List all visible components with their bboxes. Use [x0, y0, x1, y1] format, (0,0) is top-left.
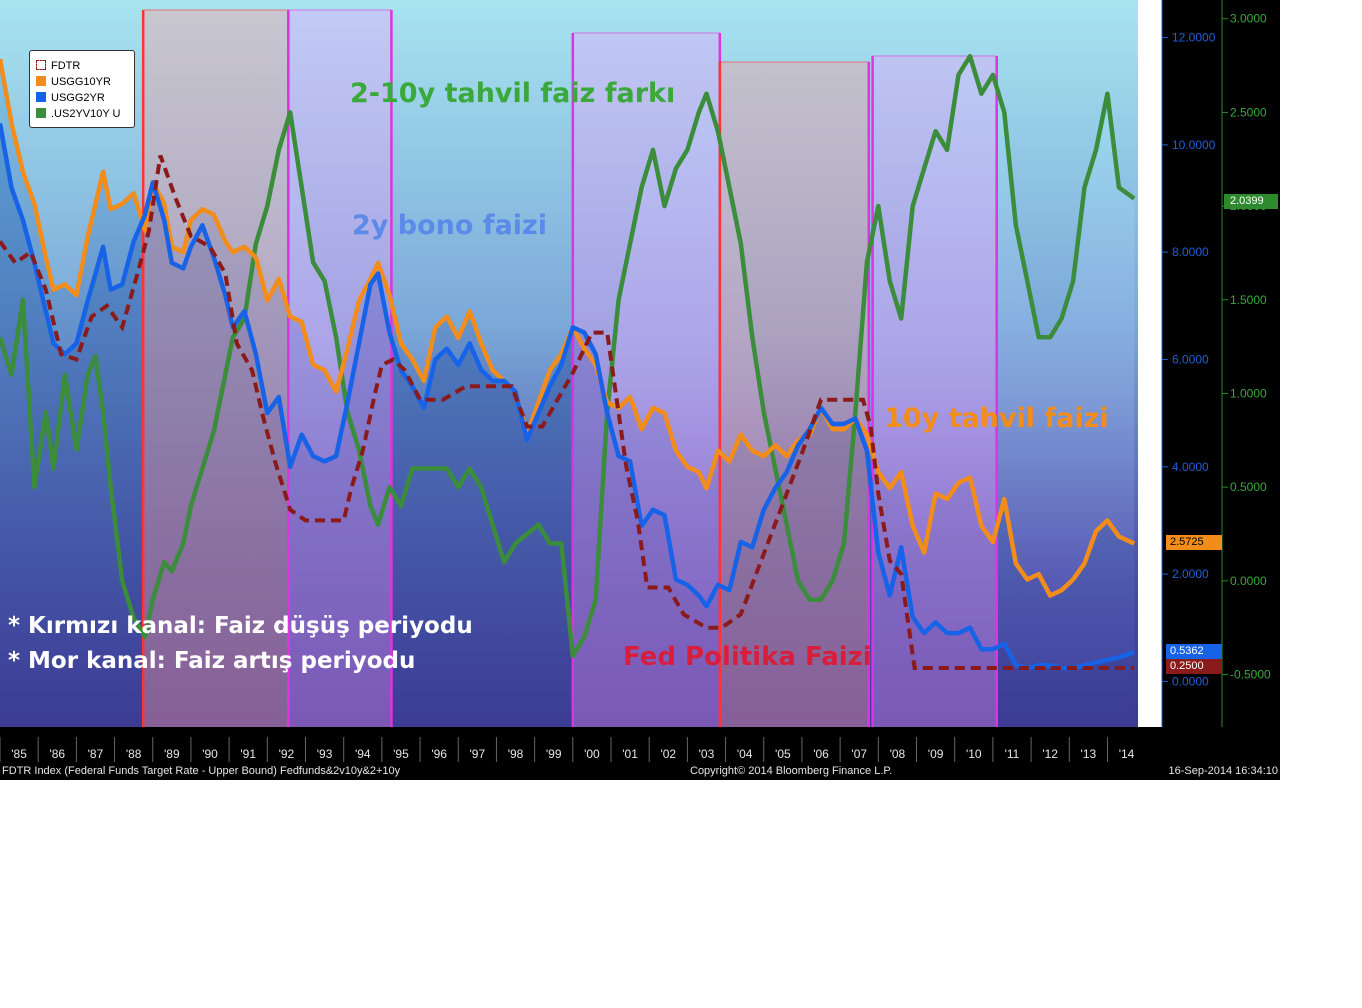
x-tick-label-20: '05 [775, 747, 791, 761]
y-right-tick-label-4: 1.5000 [1230, 293, 1267, 307]
footer-source: FDTR Index (Federal Funds Target Rate - … [2, 765, 401, 777]
x-tick-label-28: '13 [1081, 747, 1097, 761]
y-right-tick-label-6: 2.5000 [1230, 105, 1267, 119]
annotation-ten-year: 10y tahvil faizi [884, 403, 1109, 434]
series-line-usgg2yr [0, 123, 1135, 671]
x-tick-label-5: '90 [202, 747, 218, 761]
x-tick-label-10: '95 [393, 747, 409, 761]
series-line-spread [0, 53, 1136, 659]
channel-purple-2 [572, 33, 720, 727]
channel-red-3 [719, 62, 869, 727]
right-axis-panel [1162, 0, 1280, 762]
x-axis-panel [0, 727, 1162, 762]
footer-bar: FDTR Index (Federal Funds Target Rate - … [0, 762, 1280, 780]
note-purple-channel: * Mor kanal: Faiz artış periyodu [8, 648, 416, 674]
footer-copyright: Copyright© 2014 Bloomberg Finance L.P. [690, 765, 893, 777]
badge-last-spread: 2.0399 [1224, 194, 1278, 209]
legend-label-fdtr: FDTR [51, 60, 81, 72]
x-tick-label-17: '02 [660, 747, 676, 761]
x-tick-label-2: '87 [88, 747, 104, 761]
series-line-usgg10yr [0, 58, 1136, 598]
y-left-tick-label-3: 6.0000 [1172, 352, 1209, 366]
y-right-tick-label-7: 3.0000 [1230, 12, 1267, 26]
series-line-fdtr [0, 154, 1135, 670]
chart-svg: 0.0000 2.0000 4.0000 6.0000 8.0000 10.0000 12.… [0, 0, 1280, 762]
area-usgg2yr [0, 123, 1135, 727]
x-tick-label-7: '92 [279, 747, 295, 761]
channel-red-0 [143, 10, 289, 727]
x-tick-label-0: '85 [11, 747, 27, 761]
x-tick-label-12: '97 [470, 747, 486, 761]
y-left-tick-label-1: 2.0000 [1172, 567, 1209, 581]
legend-swatch-usgg2yr [36, 92, 46, 102]
legend-item-us2yv10y: .US2YV10Y U [36, 107, 121, 121]
legend-label-usgg2yr: USGG2YR [51, 92, 105, 104]
x-tick-label-1: '86 [49, 747, 65, 761]
legend-item-usgg10yr: USGG10YR [36, 75, 111, 89]
legend-label-us2yv10y: .US2YV10Y U [51, 108, 121, 120]
x-tick-label-22: '07 [851, 747, 867, 761]
x-tick-label-23: '08 [890, 747, 906, 761]
legend-item-usgg2yr: USGG2YR [36, 91, 105, 105]
y-left-tick-label-5: 10.0000 [1172, 138, 1216, 152]
x-tick-label-11: '96 [431, 747, 447, 761]
x-tick-label-29: '14 [1119, 747, 1135, 761]
x-tick-label-16: '01 [622, 747, 638, 761]
annotation-two-year: 2y bono faizi [352, 210, 548, 241]
y-right-tick-label-3: 1.0000 [1230, 386, 1267, 400]
legend-swatch-fdtr [36, 60, 46, 70]
x-tick-label-24: '09 [928, 747, 944, 761]
x-tick-label-25: '10 [966, 747, 982, 761]
channel-purple-4 [872, 56, 997, 727]
annotation-spread: 2-10y tahvil faiz farkı [350, 78, 676, 109]
x-tick-label-8: '93 [317, 747, 333, 761]
chart-window: 0.0000 2.0000 4.0000 6.0000 8.0000 10.0000 12.… [0, 0, 1280, 780]
note-red-channel: * Kırmızı kanal: Faiz düşüş periyodu [8, 613, 473, 639]
y-right-tick-label-1: 0.0000 [1230, 574, 1267, 588]
y-right-tick-label-0: -0.5000 [1230, 668, 1271, 682]
legend-label-usgg10yr: USGG10YR [51, 76, 111, 88]
legend-swatch-usgg10yr [36, 76, 46, 86]
legend: FDTR USGG10YR USGG2YR .US2YV10Y U [29, 50, 135, 128]
x-tick-label-4: '89 [164, 747, 180, 761]
legend-item-fdtr: FDTR [36, 59, 80, 73]
badge-last-fed: 0.2500 [1166, 659, 1222, 674]
badge-last-ten-year: 2.5725 [1166, 535, 1222, 550]
x-tick-label-27: '12 [1042, 747, 1058, 761]
x-tick-label-3: '88 [126, 747, 142, 761]
x-tick-label-19: '04 [737, 747, 753, 761]
y-right-tick-label-2: 0.5000 [1230, 480, 1267, 494]
badge-last-two-year: 0.5362 [1166, 644, 1222, 659]
x-tick-label-21: '06 [813, 747, 829, 761]
y-left-tick-label-6: 12.0000 [1172, 31, 1216, 45]
footer-timestamp: 16-Sep-2014 16:34:10 [1168, 765, 1278, 777]
x-tick-label-26: '11 [1005, 747, 1020, 761]
annotation-fed: Fed Politika Faizi [623, 642, 872, 672]
x-tick-label-14: '99 [546, 747, 562, 761]
legend-swatch-us2yv10y [36, 108, 46, 118]
x-tick-label-18: '03 [699, 747, 715, 761]
x-tick-label-13: '98 [508, 747, 524, 761]
x-tick-label-9: '94 [355, 747, 371, 761]
y-left-tick-label-4: 8.0000 [1172, 245, 1209, 259]
x-tick-label-6: '91 [240, 747, 256, 761]
x-tick-label-15: '00 [584, 747, 600, 761]
y-left-tick-label-0: 0.0000 [1172, 674, 1209, 688]
y-left-tick-label-2: 4.0000 [1172, 460, 1209, 474]
